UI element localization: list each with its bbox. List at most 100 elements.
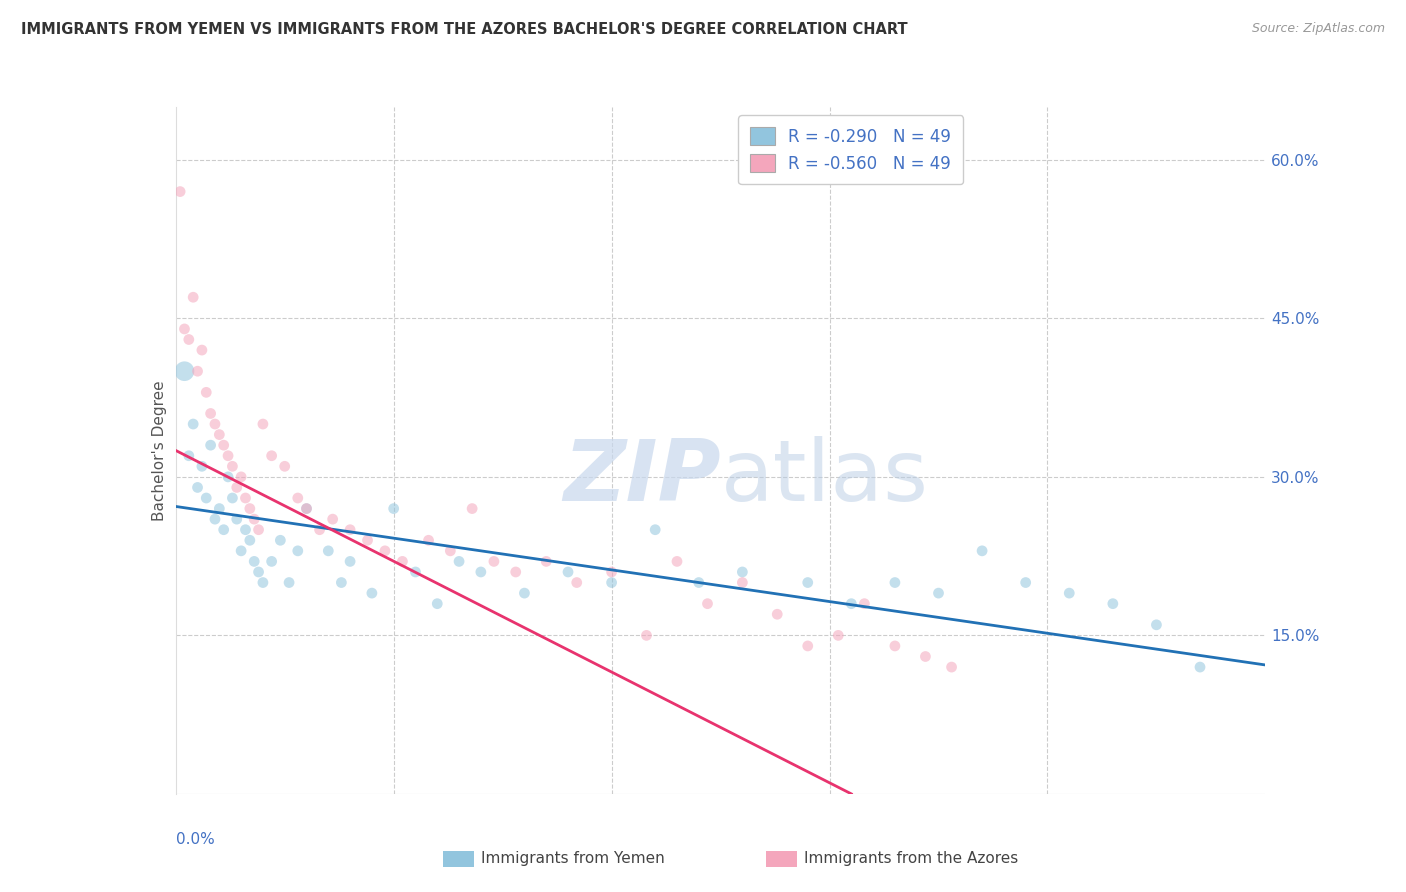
Point <box>243 554 266 568</box>
Point <box>252 417 274 431</box>
Point <box>841 597 863 611</box>
Point <box>247 523 270 537</box>
Point <box>731 565 754 579</box>
Point <box>173 364 195 378</box>
Point <box>1144 617 1167 632</box>
Point <box>169 185 191 199</box>
Point <box>204 512 226 526</box>
Point <box>330 575 353 590</box>
Point <box>278 575 301 590</box>
Point <box>295 501 318 516</box>
Point <box>173 322 195 336</box>
Point <box>177 449 200 463</box>
Point <box>195 491 218 505</box>
Point <box>382 501 405 516</box>
Point <box>418 533 440 548</box>
Point <box>356 533 378 548</box>
Text: Source: ZipAtlas.com: Source: ZipAtlas.com <box>1251 22 1385 36</box>
Point <box>252 575 274 590</box>
Point <box>235 491 257 505</box>
Text: ZIP: ZIP <box>562 436 721 519</box>
Point <box>225 480 247 494</box>
Point <box>235 523 257 537</box>
Point <box>208 501 231 516</box>
Point <box>181 417 204 431</box>
Point <box>374 544 396 558</box>
Point <box>269 533 291 548</box>
Point <box>505 565 527 579</box>
Point <box>439 544 461 558</box>
Point <box>644 523 666 537</box>
Point <box>447 554 470 568</box>
Point <box>231 470 253 484</box>
Point <box>1189 660 1212 674</box>
Point <box>339 523 361 537</box>
Point <box>391 554 413 568</box>
Point <box>295 501 318 516</box>
Point <box>600 565 623 579</box>
Point <box>688 575 710 590</box>
Point <box>853 597 876 611</box>
Text: Immigrants from Yemen: Immigrants from Yemen <box>481 852 665 866</box>
Text: IMMIGRANTS FROM YEMEN VS IMMIGRANTS FROM THE AZORES BACHELOR'S DEGREE CORRELATIO: IMMIGRANTS FROM YEMEN VS IMMIGRANTS FROM… <box>21 22 908 37</box>
Point <box>200 407 222 421</box>
Point <box>928 586 950 600</box>
Point <box>217 449 239 463</box>
Point <box>212 438 235 452</box>
Point <box>884 639 907 653</box>
Point <box>247 565 270 579</box>
Point <box>565 575 588 590</box>
Point <box>274 459 297 474</box>
Point <box>461 501 484 516</box>
Point <box>287 491 309 505</box>
Point <box>827 628 849 642</box>
Point <box>212 523 235 537</box>
Point <box>731 575 754 590</box>
Point <box>191 459 214 474</box>
Point <box>360 586 382 600</box>
Text: Immigrants from the Azores: Immigrants from the Azores <box>804 852 1018 866</box>
Point <box>195 385 218 400</box>
Point <box>941 660 963 674</box>
Point <box>696 597 718 611</box>
Point <box>221 491 243 505</box>
Point <box>287 544 309 558</box>
Y-axis label: Bachelor's Degree: Bachelor's Degree <box>152 380 167 521</box>
Point <box>970 544 993 558</box>
Point <box>322 512 344 526</box>
Point <box>1057 586 1080 600</box>
Point <box>191 343 214 357</box>
Point <box>513 586 536 600</box>
Point <box>200 438 222 452</box>
Point <box>339 554 361 568</box>
Point <box>243 512 266 526</box>
Point <box>225 512 247 526</box>
Point <box>221 459 243 474</box>
Point <box>239 533 262 548</box>
Point <box>231 544 253 558</box>
Point <box>600 575 623 590</box>
Point <box>177 333 200 347</box>
Point <box>308 523 330 537</box>
Point <box>914 649 936 664</box>
Text: atlas: atlas <box>721 436 928 519</box>
Point <box>470 565 492 579</box>
Point <box>260 449 283 463</box>
Point <box>426 597 449 611</box>
Point <box>239 501 262 516</box>
Point <box>636 628 658 642</box>
Point <box>186 480 209 494</box>
Point <box>260 554 283 568</box>
Point <box>208 427 231 442</box>
Point <box>204 417 226 431</box>
Point <box>557 565 579 579</box>
Point <box>482 554 505 568</box>
Point <box>217 470 239 484</box>
Point <box>666 554 689 568</box>
Point <box>534 554 557 568</box>
Point <box>405 565 427 579</box>
Point <box>1102 597 1125 611</box>
Point <box>186 364 209 378</box>
Legend: R = -0.290   N = 49, R = -0.560   N = 49: R = -0.290 N = 49, R = -0.560 N = 49 <box>738 115 963 185</box>
Point <box>181 290 204 304</box>
